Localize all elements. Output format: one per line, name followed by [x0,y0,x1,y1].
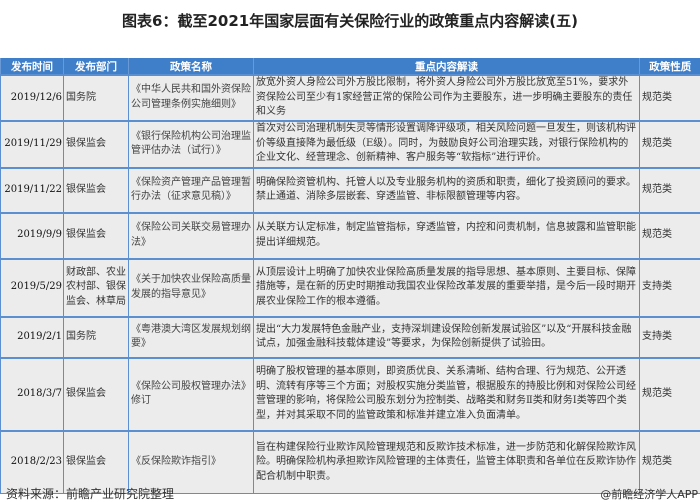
dept-cell: 银保监会 [64,213,129,259]
policy-name-cell: 《中华人民共和国外资保险公司管理条例实施细则》 [129,75,254,121]
content-cell: 首次对公司治理机制失灵等情形设置调降评级项，相关风险问题一旦发生，则该机构评价等… [254,121,640,168]
date-cell: 2018/3/7 [1,358,64,431]
date-cell: 2019/9/9 [1,213,64,259]
policy-type-cell: 规范类 [640,431,700,494]
header-date: 发布时间 [1,58,64,75]
policy-type-cell: 规范类 [640,168,700,213]
dept-cell: 国务院 [64,75,129,121]
content-cell: 明确了股权管理的基本原则，即资质优良、关系清晰、结构合理、行为规范、公开透明、流… [254,358,640,431]
policy-type-cell: 支持类 [640,317,700,358]
header-content: 重点内容解读 [254,58,640,75]
page-title: 图表6：截至2021年国家层面有关保险行业的政策重点内容解读(五) [0,10,700,31]
content-cell: 提出“大力发展特色金融产业，支持深圳建设保险创新发展试验区”以及“开展科技金融试… [254,317,640,358]
content-cell: 从顶层设计上明确了加快农业保险高质量发展的指导思想、基本原则、主要目标、保障措施… [254,259,640,317]
policy-type-cell: 规范类 [640,358,700,431]
content-cell: 明确保险资管机构、托管人以及专业服务机构的资质和职责，细化了投资顾问的要求。禁止… [254,168,640,213]
policy-name-cell: 《保险公司关联交易管理办法》 [129,213,254,259]
date-cell: 2019/11/22 [1,168,64,213]
policy-type-cell: 规范类 [640,75,700,121]
policy-name-cell: 《保险资产管理产品管理暂行办法（征求意见稿）》 [129,168,254,213]
content-cell: 放宽外资人身险公司外方股比限制，将外资人身险公司外方股比放宽至51%，要求外资保… [254,75,640,121]
source-note: 资料来源：前瞻产业研究院整理 [6,485,174,502]
content-cell: 旨在构建保险行业欺诈风险管理规范和反欺诈技术标准，进一步防范和化解保险欺诈风险。… [254,431,640,494]
date-cell: 2019/2/1 [1,317,64,358]
dept-cell: 国务院 [64,317,129,358]
date-cell: 2019/5/29 [1,259,64,317]
date-cell: 2019/12/6 [1,75,64,121]
dept-cell: 银保监会 [64,168,129,213]
table-header-row: 发布时间 发布部门 政策名称 重点内容解读 政策性质 [1,58,700,75]
header-type: 政策性质 [640,58,700,75]
policy-type-cell: 规范类 [640,121,700,168]
policy-name-cell: 《关于加快农业保险高质量发展的指导意见》 [129,259,254,317]
policy-type-cell: 支持类 [640,259,700,317]
dept-cell: 银保监会 [64,121,129,168]
policy-type-cell: 规范类 [640,213,700,259]
brand-credit: @前瞻经济学人APP [600,486,698,502]
content-cell: 从关联方认定标准，制定监管指标，穿透监管，内控和问责机制，信息披露和监管职能提出… [254,213,640,259]
dept-cell: 银保监会 [64,358,129,431]
policy-name-cell: 《保险公司股权管理办法》修订 [129,358,254,431]
policy-name-cell: 《粤港澳大湾区发展规划纲要》 [129,317,254,358]
policy-name-cell: 《银行保险机构公司治理监管评估办法（试行）》 [129,121,254,168]
date-cell: 2019/11/29 [1,121,64,168]
dept-cell: 财政部、农业农村部、银保监会、林草局 [64,259,129,317]
header-name: 政策名称 [129,58,254,75]
header-dept: 发布部门 [64,58,129,75]
